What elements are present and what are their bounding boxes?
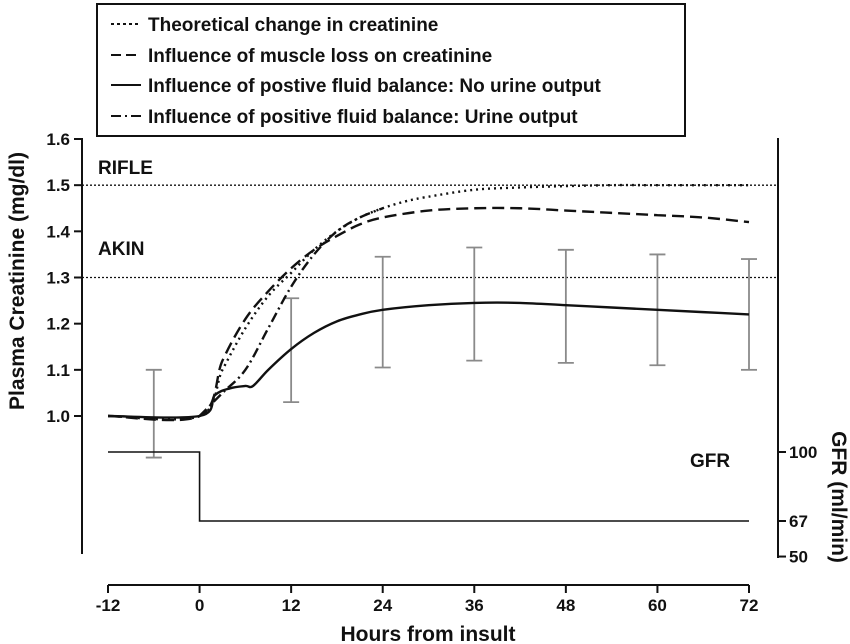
error-bar [145, 368, 162, 459]
gfr-series [108, 451, 749, 522]
legend-label-urine: Influence of positive fluid balance: Uri… [148, 107, 578, 128]
legend: Theoretical change in creatinine Influen… [96, 3, 686, 137]
y2-axis-ticks: 100 67 50 [778, 443, 817, 567]
series-lines [107, 183, 750, 422]
legend-label-no-urine: Influence of postive fluid balance: No u… [148, 76, 602, 97]
y-tick-label: 1.2 [46, 315, 70, 334]
y-axis-ticks: 1.0 1.1 1.2 1.3 1.4 1.5 1.6 [46, 130, 82, 426]
series-line-2 [107, 301, 750, 419]
error-bars [145, 246, 757, 459]
y-tick-label: 1.4 [46, 222, 70, 241]
threshold-lines [82, 184, 778, 279]
x-tick-label: 0 [195, 596, 204, 615]
x-axis-ticks: -12 0 12 24 36 48 60 72 [96, 585, 759, 615]
y-tick-label: 1.5 [46, 176, 70, 195]
series-line-0 [107, 183, 749, 421]
x-tick-label: 72 [740, 596, 759, 615]
gfr-label: GFR [690, 451, 730, 472]
x-tick-label: 36 [465, 596, 484, 615]
y-axis-title: Plasma Creatinine (mg/dl) [6, 152, 29, 410]
error-bar [741, 258, 757, 371]
x-tick-label: 24 [373, 596, 392, 615]
legend-label-muscle-loss: Influence of muscle loss on creatinine [148, 46, 492, 67]
legend-box [96, 3, 686, 137]
y-tick-label: 1.0 [46, 407, 70, 426]
y-tick-label: 1.3 [46, 269, 70, 288]
x-tick-label: 60 [648, 596, 667, 615]
legend-label-theoretical: Theoretical change in creatinine [148, 15, 438, 36]
x-axis-title: Hours from insult [340, 623, 515, 644]
y-tick-label: 1.6 [46, 130, 70, 149]
x-tick-label: 48 [556, 596, 575, 615]
y2-tick-label: 50 [789, 548, 808, 567]
threshold-label-akin: AKIN [98, 239, 144, 260]
x-tick-label: -12 [96, 596, 121, 615]
series-line-1 [107, 206, 750, 422]
y2-tick-label: 67 [789, 512, 808, 531]
y2-axis-title: GFR (ml/min) [827, 431, 850, 563]
series-line-3 [198, 207, 384, 417]
threshold-label-rifle: RIFLE [98, 158, 153, 179]
y2-tick-label: 100 [789, 443, 817, 462]
y-tick-label: 1.1 [46, 361, 70, 380]
x-tick-label: 12 [282, 596, 301, 615]
gfr-line [108, 451, 749, 522]
error-bar [374, 255, 391, 369]
